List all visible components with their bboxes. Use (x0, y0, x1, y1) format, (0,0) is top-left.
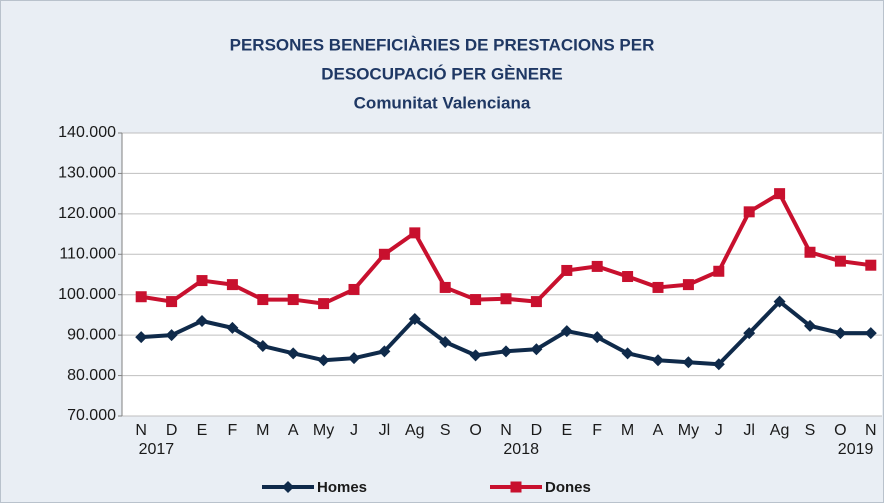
x-tick-label: A (288, 422, 299, 439)
data-point (469, 349, 482, 362)
x-year-label: 2017 (139, 441, 175, 458)
data-point (135, 331, 148, 344)
data-point (500, 345, 512, 358)
data-point (652, 354, 664, 367)
chart-title: PERSONES BENEFICIÀRIES DE PRESTACIONS PE… (230, 35, 655, 54)
data-point (378, 345, 391, 358)
legend-marker (282, 481, 294, 493)
data-point (622, 271, 634, 283)
x-tick-label: D (166, 422, 178, 439)
data-point (196, 275, 208, 287)
data-point (530, 296, 542, 308)
x-tick-label: N (135, 422, 147, 439)
data-point (408, 312, 421, 325)
data-point (743, 206, 755, 218)
x-tick-label: J (350, 422, 358, 439)
x-tick-label: S (440, 422, 451, 439)
data-point (196, 314, 208, 327)
legend-label: Dones (545, 479, 591, 496)
data-point (834, 327, 847, 340)
x-tick-label: Jl (379, 422, 391, 439)
data-point (256, 340, 269, 353)
legend-label: Homes (317, 479, 367, 496)
plot-area (122, 133, 882, 416)
data-point (500, 293, 512, 305)
data-point (317, 354, 330, 367)
data-point (135, 291, 147, 303)
chart-title: DESOCUPACIÓ PER GÈNERE (321, 64, 563, 83)
data-point (257, 294, 269, 306)
y-tick-label: 110.000 (59, 246, 116, 263)
data-point (226, 321, 239, 334)
data-point (409, 227, 421, 239)
data-point (591, 260, 603, 272)
data-point (166, 296, 178, 308)
x-tick-label: A (653, 422, 664, 439)
x-tick-label: D (531, 422, 543, 439)
x-tick-label: My (313, 422, 334, 439)
data-point (682, 279, 694, 291)
data-point (439, 336, 452, 349)
x-tick-label: E (197, 422, 208, 439)
data-point (652, 281, 664, 293)
data-point (713, 265, 725, 277)
data-point (378, 248, 390, 260)
x-tick-label: O (469, 422, 481, 439)
data-point (287, 347, 300, 360)
y-tick-label: 130.000 (58, 165, 116, 182)
x-tick-label: Ag (770, 422, 790, 439)
data-point (804, 319, 816, 332)
data-point (348, 352, 360, 365)
chart-subtitle: Comunitat Valenciana (354, 93, 531, 112)
x-tick-label: F (228, 422, 238, 439)
data-point (712, 358, 725, 371)
x-tick-label: F (592, 422, 602, 439)
data-point (621, 347, 634, 360)
data-point (804, 246, 816, 258)
data-point (470, 294, 482, 306)
x-tick-label: O (834, 422, 846, 439)
legend-marker (510, 481, 522, 493)
data-point (348, 283, 360, 295)
data-point (773, 295, 786, 308)
x-tick-label: S (805, 422, 816, 439)
data-point (591, 331, 604, 344)
data-point (530, 343, 543, 356)
x-tick-label: E (561, 422, 572, 439)
data-point (865, 259, 877, 271)
data-point (439, 281, 451, 293)
data-point (834, 255, 846, 267)
y-tick-label: 120.000 (58, 205, 116, 222)
data-point (743, 327, 756, 340)
x-tick-label: Jl (743, 422, 755, 439)
y-tick-label: 90.000 (67, 326, 116, 343)
data-point (287, 294, 299, 306)
y-tick-label: 80.000 (67, 367, 116, 384)
y-tick-label: 100.000 (58, 286, 116, 303)
x-tick-label: N (865, 422, 877, 439)
data-point (165, 329, 178, 342)
x-tick-label: N (500, 422, 512, 439)
x-year-label: 2019 (838, 441, 874, 458)
x-tick-label: M (621, 422, 634, 439)
data-point (561, 264, 573, 276)
data-point (560, 325, 573, 338)
x-tick-label: M (256, 422, 269, 439)
x-tick-label: My (678, 422, 699, 439)
data-point (682, 356, 695, 369)
x-year-label: 2018 (503, 441, 539, 458)
y-tick-label: 70.000 (67, 407, 116, 424)
data-point (318, 298, 330, 310)
x-tick-label: J (715, 422, 723, 439)
data-point (226, 279, 238, 291)
data-point (864, 327, 877, 340)
x-tick-label: Ag (405, 422, 425, 439)
data-point (774, 188, 786, 200)
y-tick-label: 140.000 (58, 124, 116, 141)
